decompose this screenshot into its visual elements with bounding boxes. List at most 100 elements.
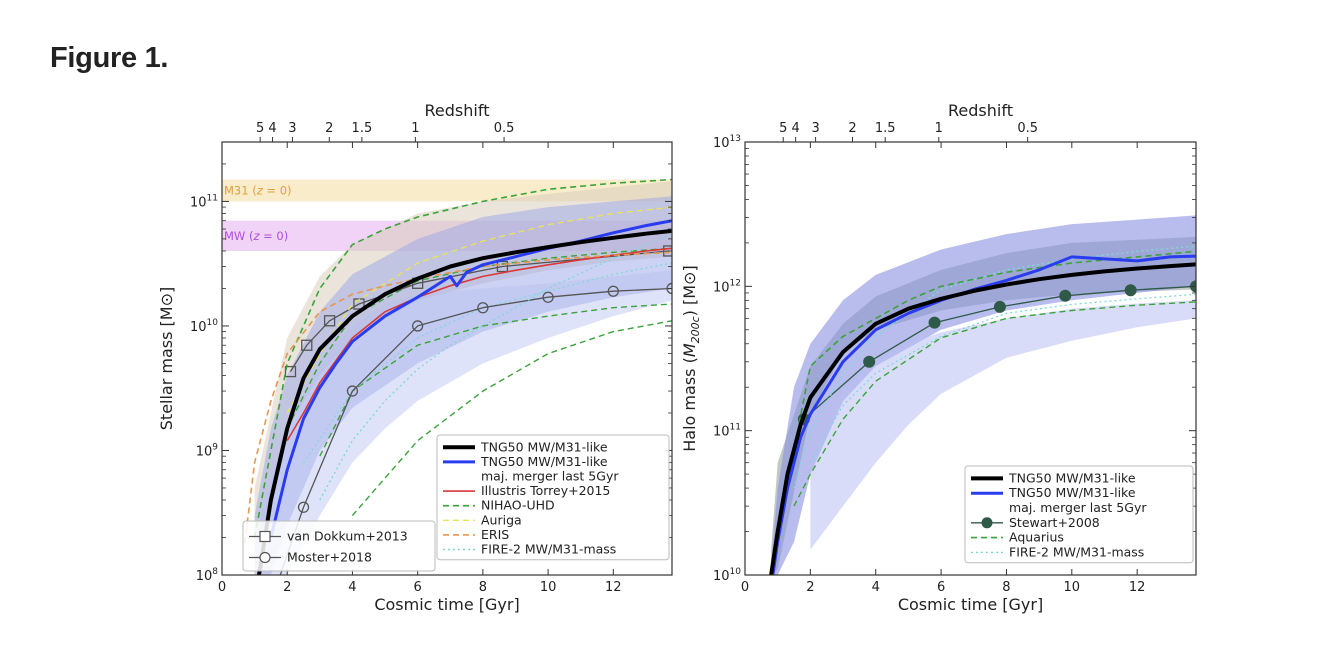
data-point: [353, 298, 365, 310]
legend-label: FIRE-2 MW/M31-mass: [1009, 544, 1144, 559]
scatter-ribbon: [810, 300, 1196, 550]
legend-label: TNG50 MW/M31-like: [480, 439, 608, 454]
data-point: [301, 339, 313, 351]
top-tick-label: 4: [792, 121, 800, 136]
data-point: [542, 291, 554, 303]
simulation-track: [809, 293, 1196, 464]
y-tick-label: 108: [196, 567, 219, 584]
series-line: [256, 228, 672, 575]
legend-label: maj. merger last 5Gyr: [481, 469, 619, 484]
plot-area: [222, 178, 672, 575]
x-tick-label: 4: [348, 580, 356, 595]
legend-marker: [259, 530, 271, 543]
legend-frame: [964, 465, 1194, 564]
data-point: [346, 385, 359, 397]
legend-label: Aquarius: [1009, 530, 1064, 545]
top-axis-label: Redshift: [948, 101, 1013, 120]
data-point: [928, 316, 941, 329]
legend-label: Auriga: [481, 512, 522, 527]
series-line: [286, 206, 672, 414]
figure-label: Figure 1.: [50, 42, 169, 74]
top-axis-label: Redshift: [425, 101, 490, 120]
legend-label: maj. merger last 5Gyr: [1009, 500, 1147, 515]
simulation-track: [286, 247, 672, 429]
y-tick-label: 109: [196, 442, 219, 459]
panel-left: M31 (z = 0)MW (z = 0)0 2 4 6 8 10 125 4 3 2 1.5 1 0.…: [157, 101, 673, 614]
top-tick-label: 4: [268, 121, 276, 136]
top-tick-label: 3: [288, 121, 296, 136]
data-point: [477, 302, 489, 314]
top-tick-label: 3: [811, 121, 819, 136]
data-point: [412, 320, 424, 332]
data-point: [496, 260, 509, 273]
x-tick-label: 6: [414, 580, 422, 595]
y-tick-label: 1012: [713, 278, 741, 295]
series-line: [289, 250, 669, 372]
plot-area: [769, 215, 1196, 575]
x-tick-label: 4: [872, 580, 880, 595]
x-axis-label: Cosmic time [Gyr]: [898, 595, 1043, 614]
top-tick-label: 1.5: [875, 121, 896, 136]
x-tick-label: 0: [218, 580, 226, 595]
x-tick-label: 8: [1002, 580, 1010, 595]
legend-frame: [242, 520, 436, 572]
x-tick-label: 8: [479, 580, 487, 595]
axes-frame: [744, 141, 1197, 576]
data-point: [323, 315, 336, 327]
x-tick-label: 2: [283, 580, 291, 595]
band-label: MW (z = 0): [224, 229, 288, 243]
series-line: [244, 251, 672, 544]
band-label: M31 (z = 0): [224, 183, 292, 197]
x-tick-label: 12: [605, 580, 622, 595]
top-tick-label: 1: [411, 121, 419, 136]
data-point: [284, 365, 297, 378]
y-axis-label: Stellar mass [M⊙]: [157, 287, 176, 430]
legend-marker: [981, 517, 993, 529]
series-line: [253, 178, 672, 538]
top-tick-label: 2: [325, 121, 333, 136]
series-line: [279, 287, 672, 575]
y-tick-label: 1011: [190, 193, 218, 210]
data-point: [666, 282, 672, 295]
y-tick-label: 1010: [190, 318, 218, 335]
simulation-track: [351, 320, 672, 517]
legend-observations: van Dokkum+2013 Moster+2018: [242, 520, 436, 572]
x-tick-label: 10: [540, 580, 557, 595]
data-point: [993, 300, 1006, 313]
panel-right: 0 2 4 6 8 10 125 4 3 2 1.5 1 0.5Redshift101010111012…: [680, 101, 1197, 614]
legend-label: TNG50 MW/M31-like: [1008, 485, 1136, 500]
data-point: [297, 501, 310, 513]
x-tick-label: 12: [1129, 580, 1146, 595]
legend-label: Moster+2018: [287, 550, 372, 565]
x-tick-label: 2: [806, 580, 814, 595]
scatter-ribbon: [771, 215, 1196, 575]
top-tick-label: 1.5: [352, 121, 373, 136]
legend-label: Stewart+2008: [1009, 515, 1100, 530]
top-tick-label: 2: [848, 121, 856, 136]
y-tick-label: 1011: [713, 423, 741, 440]
legend-label: van Dokkum+2013: [287, 529, 408, 544]
x-axis-label: Cosmic time [Gyr]: [374, 595, 519, 614]
series-line: [769, 262, 1196, 575]
scatter-ribbon: [254, 196, 672, 575]
data-point: [863, 355, 876, 368]
series-line: [776, 250, 1196, 532]
y-axis-label: Halo mass (M200c) [M⊙]: [680, 265, 702, 451]
legend-label: TNG50 MW/M31-like: [1008, 470, 1136, 485]
scatter-ribbon: [261, 270, 672, 575]
data-point: [607, 285, 619, 297]
legend-label: ERIS: [481, 527, 509, 542]
y-tick-label: 1010: [713, 567, 741, 584]
axes-frame: [221, 141, 673, 576]
top-tick-label: 0.5: [494, 121, 515, 136]
top-tick-label: 0.5: [1017, 121, 1038, 136]
x-tick-label: 10: [1064, 580, 1081, 595]
legend-marker: [259, 551, 271, 564]
legend-label: FIRE-2 MW/M31-mass: [481, 542, 616, 557]
top-tick-label: 5: [779, 121, 787, 136]
legend-label: TNG50 MW/M31-like: [480, 454, 608, 469]
data-point: [663, 245, 672, 257]
